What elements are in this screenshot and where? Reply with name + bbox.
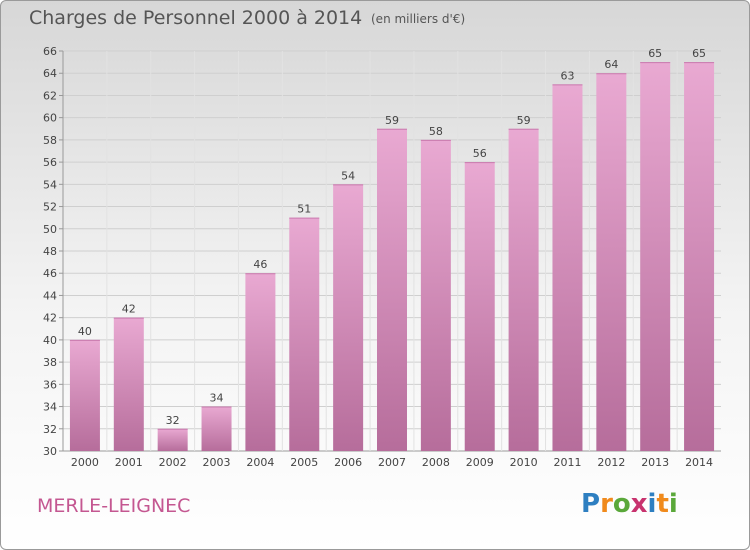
bar: [289, 217, 320, 451]
logo-letter: i: [647, 489, 657, 519]
y-tick-label: 46: [43, 267, 57, 280]
data-label: 51: [297, 203, 311, 216]
x-tick-label: 2009: [466, 456, 494, 469]
data-label: 56: [473, 147, 487, 160]
commune-name: MERLE-LEIGNEC: [37, 495, 191, 517]
bar: [684, 62, 715, 451]
x-tick-label: 2005: [290, 456, 318, 469]
x-tick-label: 2003: [203, 456, 231, 469]
data-label: 40: [78, 325, 92, 338]
chart-unit: (en milliers d'€): [371, 12, 466, 26]
x-tick-label: 2008: [422, 456, 450, 469]
data-label: 46: [253, 258, 267, 271]
proxiti-logo: Proxiti: [581, 489, 678, 519]
bar: [157, 428, 188, 451]
y-tick-label: 30: [43, 445, 57, 458]
bar: [113, 317, 144, 451]
logo-letter: P: [581, 489, 601, 519]
y-tick-label: 34: [43, 401, 57, 414]
bar: [333, 184, 364, 452]
x-tick-label: 2013: [641, 456, 669, 469]
data-label: 65: [648, 47, 662, 60]
bar: [69, 339, 100, 451]
x-tick-label: 2001: [115, 456, 143, 469]
data-label: 65: [692, 47, 706, 60]
y-tick-label: 60: [43, 112, 57, 125]
logo-letter: t: [656, 489, 669, 519]
y-tick-label: 42: [43, 312, 57, 325]
x-tick-label: 2014: [685, 456, 713, 469]
y-tick-label: 38: [43, 356, 57, 369]
data-label: 58: [429, 125, 443, 138]
logo-letter: x: [630, 489, 648, 519]
logo-letter: o: [612, 489, 631, 519]
logo-letter: r: [600, 489, 613, 519]
bar: [377, 128, 407, 451]
y-tick-label: 58: [43, 134, 57, 147]
y-tick-label: 40: [43, 334, 57, 347]
data-label: 59: [517, 114, 531, 127]
bar: [508, 128, 539, 451]
y-tick-label: 54: [43, 178, 57, 191]
x-tick-label: 2002: [159, 456, 187, 469]
bar: [596, 73, 627, 451]
data-label: 32: [166, 414, 180, 427]
x-tick-label: 2011: [553, 456, 581, 469]
y-tick-label: 50: [43, 223, 57, 236]
x-tick-label: 2010: [510, 456, 538, 469]
data-label: 63: [560, 69, 574, 82]
x-tick-label: 2004: [246, 456, 274, 469]
y-tick-label: 62: [43, 89, 57, 102]
chart-title: Charges de Personnel 2000 à 2014: [29, 7, 363, 29]
bar: [464, 162, 495, 451]
bar: [245, 273, 276, 451]
y-tick-label: 66: [43, 45, 57, 58]
data-label: 54: [341, 169, 355, 182]
x-tick-label: 2000: [71, 456, 99, 469]
y-tick-label: 36: [43, 378, 57, 391]
logo-letter: i: [668, 489, 678, 519]
y-tick-label: 52: [43, 201, 57, 214]
y-tick-label: 48: [43, 245, 57, 258]
bar: [552, 84, 583, 451]
data-label: 59: [385, 114, 399, 127]
data-label: 42: [122, 303, 136, 316]
x-tick-label: 2012: [597, 456, 625, 469]
bar: [201, 406, 232, 451]
data-label: 64: [604, 58, 618, 71]
data-label: 34: [210, 392, 224, 405]
y-tick-label: 56: [43, 156, 57, 169]
x-tick-label: 2006: [334, 456, 362, 469]
x-tick-label: 2007: [378, 456, 406, 469]
bar: [420, 139, 451, 451]
bar: [640, 62, 671, 451]
y-tick-label: 32: [43, 423, 57, 436]
y-tick-label: 64: [43, 67, 57, 80]
y-tick-label: 44: [43, 289, 57, 302]
